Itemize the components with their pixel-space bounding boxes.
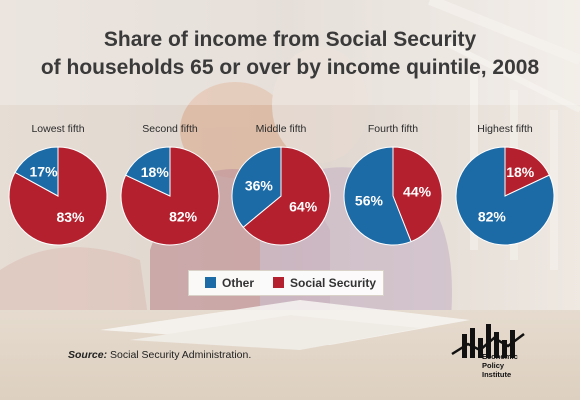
legend: Other Social Security xyxy=(188,270,384,296)
pie-4: Fourth fifth 56% 44% xyxy=(343,123,443,246)
pie-category-label: Fourth fifth xyxy=(368,123,418,135)
pie-label-other: 36% xyxy=(245,178,274,194)
pie-label-social-security: 83% xyxy=(56,209,85,225)
logo-line-3: Institute xyxy=(482,370,512,379)
pie-1: Lowest fifth 17% 83% xyxy=(8,123,108,246)
epi-logo-text: Economic Policy Institute xyxy=(482,352,518,379)
pie-5: Highest fifth 82% 18% xyxy=(455,123,555,246)
pie-label-social-security: 82% xyxy=(169,209,198,225)
epi-logo-icon xyxy=(451,324,525,358)
pie-slice-other xyxy=(231,146,282,228)
logo-line-2: Policy xyxy=(482,361,505,370)
papers xyxy=(100,300,470,350)
pie-category-label: Lowest fifth xyxy=(31,123,84,135)
pie-label-other: 17% xyxy=(30,164,59,180)
title-line-1: Share of income from Social Security xyxy=(103,28,477,51)
pie-label-social-security: 44% xyxy=(403,183,432,199)
pie-slice-other xyxy=(343,146,412,246)
pie-category-label: Second fifth xyxy=(142,123,198,135)
pie-slice-other xyxy=(455,146,555,246)
chart-title: Share of income from Social Security of … xyxy=(0,26,580,82)
pie-slice-other xyxy=(124,146,171,197)
pie-label-other: 82% xyxy=(478,209,507,225)
pie-label-other: 56% xyxy=(355,193,384,209)
pie-2: Second fifth 18% 82% xyxy=(120,123,220,246)
source-text: Social Security Administration. xyxy=(110,349,252,361)
title-line-2: of households 65 or over by income quint… xyxy=(40,56,540,79)
legend-label-social-security: Social Security xyxy=(290,276,377,290)
source-note: Source: Social Security Administration. xyxy=(68,349,251,361)
pie-label-social-security: 18% xyxy=(506,164,535,180)
pie-category-label: Highest fifth xyxy=(477,123,533,135)
logo-line-1: Economic xyxy=(482,352,518,361)
legend-label-other: Other xyxy=(222,276,255,290)
pie-slice-social-security xyxy=(504,146,551,197)
pie-slice-other xyxy=(14,146,59,197)
pie-category-label: Middle fifth xyxy=(256,123,307,135)
legend-swatch-social-security xyxy=(273,277,284,288)
pie-slice-social-security xyxy=(8,146,108,246)
pie-label-social-security: 64% xyxy=(289,198,318,214)
pie-3: Middle fifth 36% 64% xyxy=(231,123,331,246)
pie-slice-social-security xyxy=(392,146,443,243)
source-label: Source: xyxy=(68,349,108,361)
pie-slice-social-security xyxy=(242,146,331,246)
pie-label-other: 18% xyxy=(141,164,170,180)
legend-swatch-other xyxy=(205,277,216,288)
